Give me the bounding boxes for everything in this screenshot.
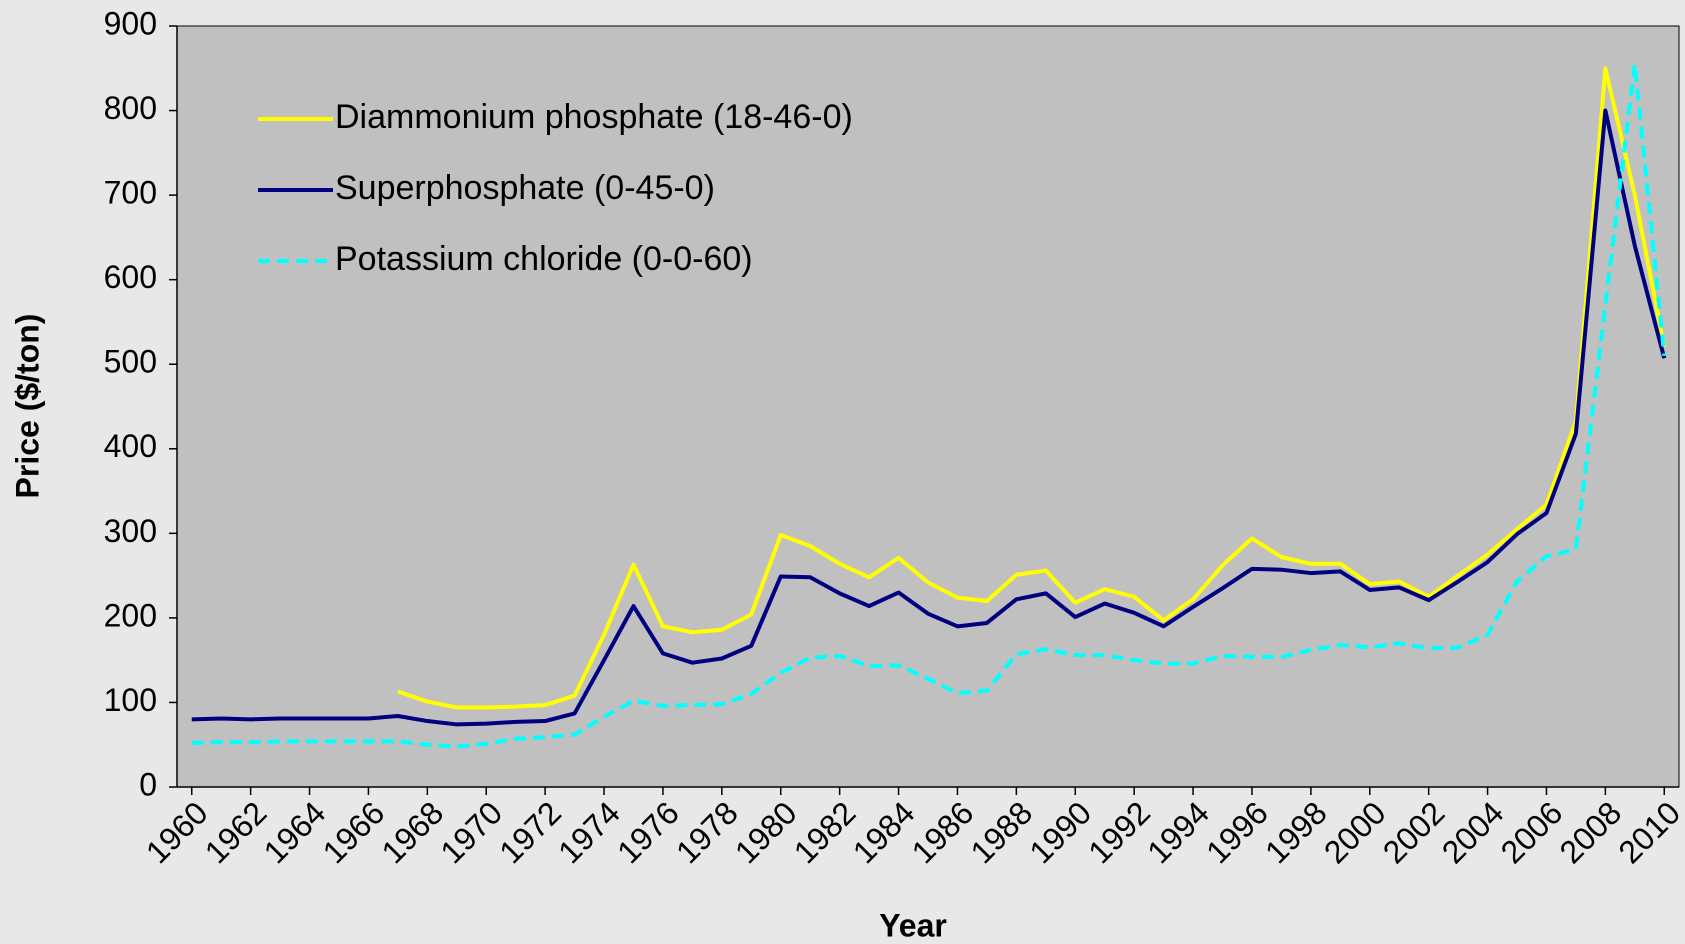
y-tick-label: 200 (104, 597, 157, 633)
series-line (191, 108, 1667, 727)
y-tick-label: 400 (104, 428, 157, 464)
x-axis-label: Year (879, 907, 947, 943)
series-line (397, 66, 1667, 710)
y-tick-label: 500 (104, 344, 157, 380)
y-tick-label: 600 (104, 259, 157, 295)
plot-area (176, 25, 1680, 788)
y-axis-label: Price ($/ton) (9, 314, 45, 499)
y-tick-label: 100 (104, 682, 157, 718)
y-tick-label: 700 (104, 175, 157, 211)
y-tick-label: 800 (104, 90, 157, 126)
legend-label: Potassium chloride (0-0-60) (335, 240, 753, 278)
y-tick-label: 900 (104, 5, 157, 41)
series-line (191, 62, 1667, 749)
legend-label: Diammonium phosphate (18-46-0) (335, 98, 853, 136)
y-tick-label: 300 (104, 513, 157, 549)
y-tick-label: 0 (139, 766, 157, 802)
legend-label: Superphosphate (0-45-0) (335, 169, 715, 207)
